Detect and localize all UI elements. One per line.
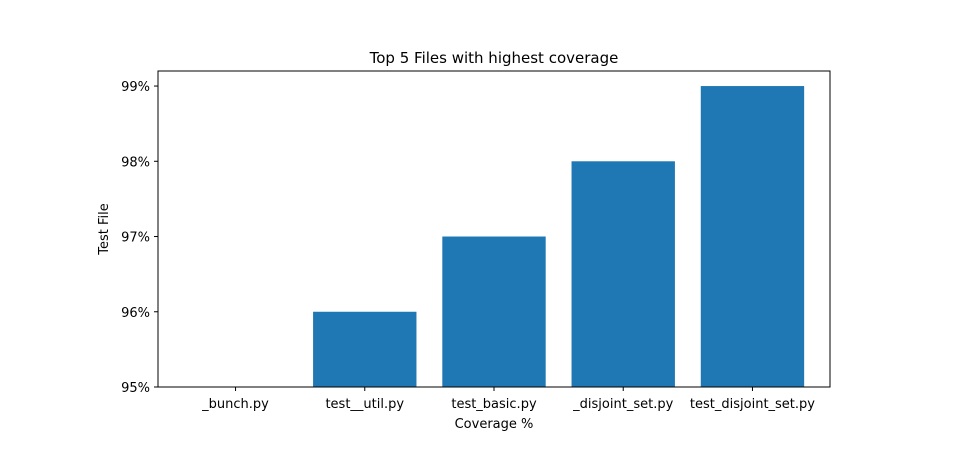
chart-title: Top 5 Files with highest coverage — [369, 49, 619, 67]
bar-1 — [313, 311, 417, 387]
x-tick-label-2: test_basic.py — [451, 397, 537, 412]
y-tick-label-1: 96% — [121, 306, 150, 321]
bars-group — [313, 86, 805, 388]
y-tick-label-4: 99% — [121, 80, 150, 95]
y-tick-label-2: 97% — [121, 231, 150, 246]
y-tick-label-0: 95% — [121, 381, 150, 396]
x-tick-label-4: test_disjoint_set.py — [690, 397, 815, 412]
x-tick-label-0: _bunch.py — [201, 397, 269, 412]
y-tick-label-3: 98% — [121, 155, 150, 170]
plot-frame — [157, 70, 831, 388]
bar-2 — [442, 236, 546, 387]
x-tick-label-3: _disjoint_set.py — [572, 397, 673, 412]
x-axis-ticks: _bunch.py test__util.py test_basic.py _disj… — [201, 387, 815, 412]
y-axis-label: Test File — [97, 203, 112, 256]
bar-3 — [571, 161, 675, 387]
x-tick-label-1: test__util.py — [325, 397, 404, 412]
y-axis-ticks: 95% 96% 97% 98% 99% — [121, 80, 158, 396]
x-axis-label: Coverage % — [455, 417, 534, 432]
bar-4 — [700, 86, 805, 388]
